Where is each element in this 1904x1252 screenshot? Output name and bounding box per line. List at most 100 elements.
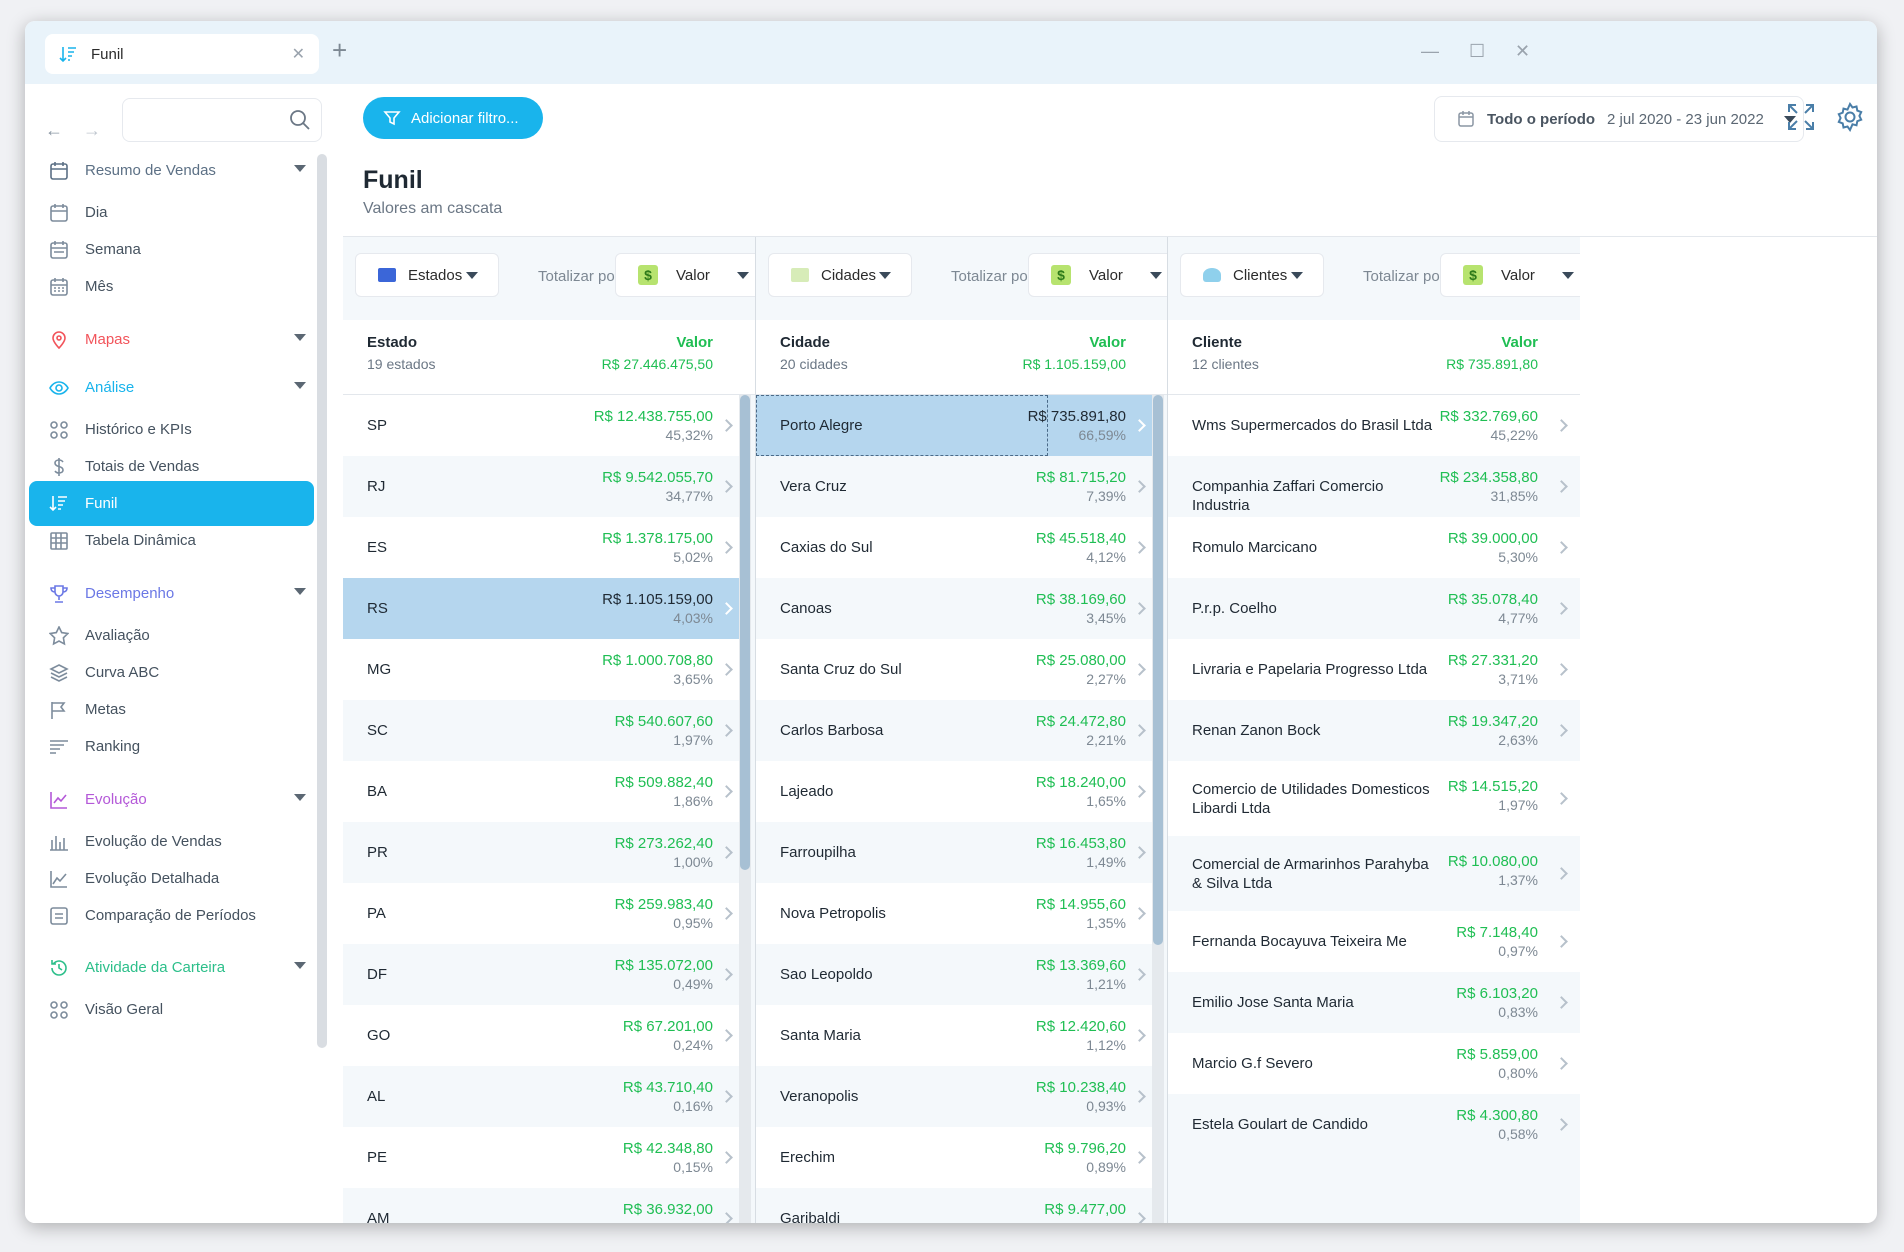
chevron-down-icon[interactable] <box>294 588 306 595</box>
list-item[interactable]: SP R$ 12.438.755,00 45,32% <box>343 395 739 456</box>
list-item[interactable]: Wms Supermercados do Brasil Ltda R$ 332.7… <box>1168 395 1580 456</box>
sidebar-group-evolucao[interactable]: Evolução <box>29 777 314 822</box>
close-window-icon[interactable]: ✕ <box>1515 41 1531 61</box>
column-scrollbar[interactable] <box>739 395 751 1223</box>
list-item[interactable]: Emilio Jose Santa Maria R$ 6.103,20 0,83% <box>1168 972 1580 1033</box>
search-input[interactable] <box>122 98 322 142</box>
row-percent: 0,15% <box>673 1159 713 1175</box>
add-filter-button[interactable]: Adicionar filtro... <box>363 97 543 139</box>
list-item[interactable]: BA R$ 509.882,40 1,86% <box>343 761 739 822</box>
sidebar-item-funil[interactable]: Funil <box>29 481 314 526</box>
forward-arrow-icon[interactable]: → <box>83 120 101 140</box>
list-item[interactable]: P.r.p. Coelho R$ 35.078,40 4,77% <box>1168 578 1580 639</box>
sidebar-item-ranking[interactable]: Ranking <box>29 724 314 769</box>
sidebar-item-historico-e-kpis[interactable]: Histórico e KPIs <box>29 407 314 452</box>
sidebar-group-mapas[interactable]: Mapas <box>29 317 314 362</box>
list-item[interactable]: Porto Alegre R$ 735.891,80 66,59% <box>756 395 1152 456</box>
value-selector[interactable]: $ Valor <box>615 253 755 297</box>
sidebar-item-tabela-dinamica[interactable]: Tabela Dinâmica <box>29 518 314 563</box>
list-item[interactable]: Santa Cruz do Sul R$ 25.080,00 2,27% <box>756 639 1152 700</box>
list-item[interactable]: AL R$ 43.710,40 0,16% <box>343 1066 739 1127</box>
list-item[interactable]: Farroupilha R$ 16.453,80 1,49% <box>756 822 1152 883</box>
list-item[interactable]: Nova Petropolis R$ 14.955,60 1,35% <box>756 883 1152 944</box>
sidebar-item-mes[interactable]: Mês <box>29 264 314 309</box>
scroll-thumb[interactable] <box>740 395 750 870</box>
chevron-down-icon[interactable] <box>294 334 306 341</box>
list-item[interactable]: Canoas R$ 38.169,60 3,45% <box>756 578 1152 639</box>
value-selector[interactable]: $ Valor <box>1028 253 1168 297</box>
sidebar-scrollbar[interactable] <box>317 154 327 1048</box>
sidebar-item-evolucao-de-vendas[interactable]: Evolução de Vendas <box>29 819 314 864</box>
list-item[interactable]: Vera Cruz R$ 81.715,20 7,39% <box>756 456 1152 517</box>
sidebar-item-comparacao-de-periodos[interactable]: Comparação de Períodos <box>29 893 314 938</box>
list-item[interactable]: Romulo Marcicano R$ 39.000,00 5,30% <box>1168 517 1580 578</box>
sidebar-group-desempenho[interactable]: Desempenho <box>29 571 314 616</box>
list-item[interactable]: RJ R$ 9.542.055,70 34,77% <box>343 456 739 517</box>
list-item[interactable]: SC R$ 540.607,60 1,97% <box>343 700 739 761</box>
list-item[interactable]: Carlos Barbosa R$ 24.472,80 2,21% <box>756 700 1152 761</box>
row-percent: 0,24% <box>673 1037 713 1053</box>
chevron-down-icon <box>737 272 749 279</box>
period-selector[interactable]: Todo o período 2 jul 2020 - 23 jun 2022 <box>1434 96 1804 142</box>
sidebar-item-evolucao-detalhada[interactable]: Evolução Detalhada <box>29 856 314 901</box>
fullscreen-icon[interactable] <box>1786 102 1816 132</box>
list-item[interactable]: PE R$ 42.348,80 0,15% <box>343 1127 739 1188</box>
column-scrollbar[interactable] <box>1152 395 1164 1223</box>
list-item[interactable]: Comercial de Armarinhos Parahyba & Silva… <box>1168 836 1580 911</box>
list-item[interactable]: AM R$ 36.932,00 0,13% <box>343 1188 739 1223</box>
list-item[interactable]: Companhia Zaffari Comercio Industria R$ 2… <box>1168 456 1580 517</box>
list-item[interactable]: Renan Zanon Bock R$ 19.347,20 2,63% <box>1168 700 1580 761</box>
sidebar-item-dia[interactable]: Dia <box>29 190 314 235</box>
list-item[interactable]: PR R$ 273.262,40 1,00% <box>343 822 739 883</box>
list-item[interactable]: Lajeado R$ 18.240,00 1,65% <box>756 761 1152 822</box>
gear-icon[interactable] <box>1835 102 1865 132</box>
chevron-down-icon[interactable] <box>294 165 306 172</box>
list-item[interactable]: Caxias do Sul R$ 45.518,40 4,12% <box>756 517 1152 578</box>
list-item[interactable]: DF R$ 135.072,00 0,49% <box>343 944 739 1005</box>
cidades-selector[interactable]: Cidades <box>768 253 912 297</box>
chevron-down-icon[interactable] <box>294 794 306 801</box>
estados-selector[interactable]: Estados <box>355 253 499 297</box>
list-item[interactable]: MG R$ 1.000.708,80 3,65% <box>343 639 739 700</box>
scroll-thumb[interactable] <box>1153 395 1163 945</box>
new-tab-icon[interactable]: + <box>332 35 348 65</box>
row-name: PR <box>367 844 388 861</box>
list-item[interactable]: RS R$ 1.105.159,00 4,03% <box>343 578 739 639</box>
list-item[interactable]: Estela Goulart de Candido R$ 4.300,80 0,58… <box>1168 1094 1580 1155</box>
minimize-icon[interactable]: — <box>1421 41 1439 61</box>
clientes-selector[interactable]: Clientes <box>1180 253 1324 297</box>
sidebar-item-totais-de-vendas[interactable]: Totais de Vendas <box>29 444 314 489</box>
list-item[interactable]: Marcio G.f Severo R$ 5.859,00 0,80% <box>1168 1033 1580 1094</box>
sidebar-group-atividade-da-carteira[interactable]: Atividade da Carteira <box>29 945 314 990</box>
list-item[interactable]: Comercio de Utilidades Domesticos Libard… <box>1168 761 1580 836</box>
list-item[interactable]: GO R$ 67.201,00 0,24% <box>343 1005 739 1066</box>
list-item[interactable]: Veranopolis R$ 10.238,40 0,93% <box>756 1066 1152 1127</box>
list-item[interactable]: Garibaldi R$ 9.477,00 0,86% <box>756 1188 1152 1223</box>
sidebar-item-semana[interactable]: Semana <box>29 227 314 272</box>
list-item[interactable]: Santa Maria R$ 12.420,60 1,12% <box>756 1005 1152 1066</box>
close-tab-icon[interactable]: ✕ <box>291 46 305 63</box>
list-item[interactable]: PA R$ 259.983,40 0,95% <box>343 883 739 944</box>
sidebar-item-visao-geral[interactable]: Visão Geral <box>29 987 314 1032</box>
chevron-down-icon[interactable] <box>294 382 306 389</box>
list-item[interactable]: Fernanda Bocayuva Teixeira Me R$ 7.148,40… <box>1168 911 1580 972</box>
list-item[interactable]: ES R$ 1.378.175,00 5,02% <box>343 517 739 578</box>
sidebar-item-curva-abc[interactable]: Curva ABC <box>29 650 314 695</box>
sidebar-group-resumo-de-vendas[interactable]: Resumo de Vendas <box>29 148 314 193</box>
value-selector[interactable]: $ Valor <box>1440 253 1580 297</box>
chevron-right-icon <box>720 662 733 676</box>
dollar-icon <box>54 457 64 476</box>
back-arrow-icon[interactable]: ← <box>45 120 63 140</box>
row-percent: 1,65% <box>1086 793 1126 809</box>
row-name: Livraria e Papelaria Progresso Ltda <box>1192 661 1428 678</box>
maximize-icon[interactable]: ☐ <box>1469 41 1486 61</box>
tab-funil[interactable]: Funil ✕ <box>45 34 319 74</box>
list-item[interactable]: Sao Leopoldo R$ 13.369,60 1,21% <box>756 944 1152 1005</box>
chevron-down-icon[interactable] <box>294 962 306 969</box>
sidebar-item-metas[interactable]: Metas <box>29 687 314 732</box>
sidebar-group-analise[interactable]: Análise <box>29 365 314 410</box>
list-item[interactable]: Livraria e Papelaria Progresso Ltda R$ 27… <box>1168 639 1580 700</box>
sidebar-item-avaliacao[interactable]: Avaliação <box>29 613 314 658</box>
list-item[interactable]: Erechim R$ 9.796,20 0,89% <box>756 1127 1152 1188</box>
chevron-right-icon <box>1133 540 1146 554</box>
